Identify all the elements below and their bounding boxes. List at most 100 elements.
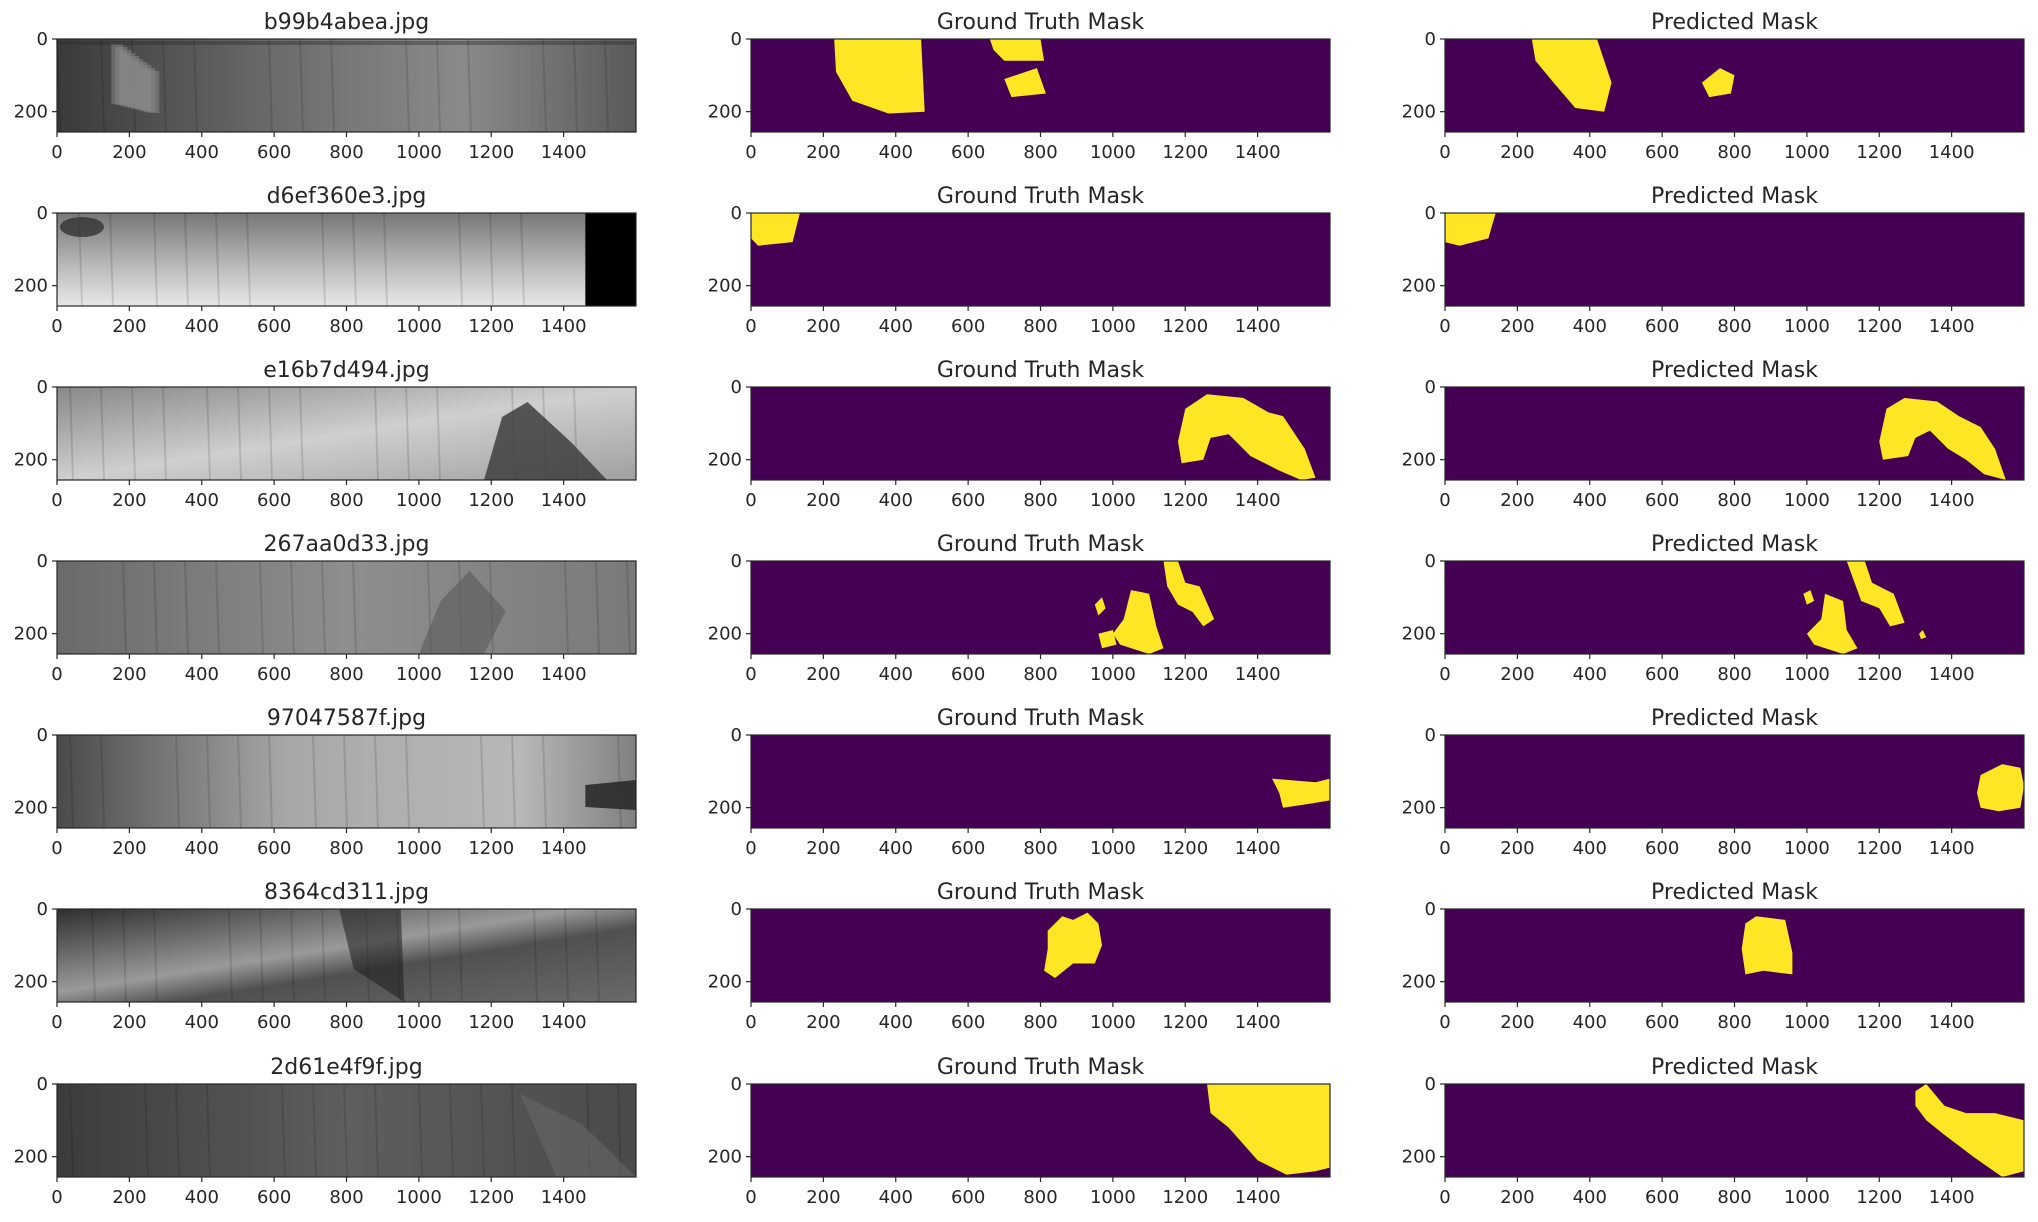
x-tick-label: 800 [1023, 838, 1057, 859]
x-tick-label: 400 [879, 664, 913, 685]
x-tick-label: 600 [1645, 1012, 1679, 1033]
x-tick-label: 600 [257, 838, 291, 859]
x-tick-label: 200 [806, 142, 840, 163]
x-tick-label: 600 [1645, 142, 1679, 163]
x-tick-label: 600 [257, 316, 291, 337]
y-tick-label: 200 [708, 972, 742, 993]
x-tick-label: 800 [1717, 1187, 1751, 1208]
x-tick-label: 800 [1717, 1012, 1751, 1033]
x-tick-label: 1200 [1162, 1187, 1208, 1208]
axes-r2-c0: 0 200 400 600 800 1000 1200 14000200e16b7d494.j… [14, 358, 637, 511]
image-title: e16b7d494.jpg [263, 358, 429, 383]
x-tick-label: 800 [1717, 838, 1751, 859]
x-tick-label: 600 [1645, 316, 1679, 337]
y-tick-label: 0 [1425, 203, 1436, 224]
x-tick-label: 1000 [1090, 664, 1136, 685]
x-tick-label: 1000 [1090, 316, 1136, 337]
x-tick-label: 1200 [1162, 838, 1208, 859]
y-tick-label: 0 [37, 29, 48, 50]
x-tick-label: 1400 [541, 316, 587, 337]
y-tick-label: 200 [14, 798, 48, 819]
x-tick-label: 1200 [468, 838, 514, 859]
x-tick-label: 600 [951, 1187, 985, 1208]
ground-truth-mask [751, 735, 1330, 828]
y-tick-label: 200 [14, 102, 48, 123]
y-tick-label: 0 [1425, 1074, 1436, 1095]
mask-region [1207, 1084, 1330, 1175]
x-tick-label: 800 [1717, 490, 1751, 511]
steel-image [57, 213, 636, 306]
mask-region [1919, 630, 1927, 640]
x-tick-label: 400 [185, 838, 219, 859]
x-tick-label: 1200 [468, 664, 514, 685]
mask-region [751, 213, 800, 246]
x-tick-label: 1400 [1235, 838, 1281, 859]
y-tick-label: 200 [1402, 276, 1436, 297]
predicted-mask [1445, 735, 2024, 828]
x-tick-label: 400 [879, 142, 913, 163]
mask-region [1846, 561, 1905, 627]
y-tick-label: 0 [731, 551, 742, 572]
y-tick-label: 200 [708, 450, 742, 471]
y-tick-label: 0 [37, 377, 48, 398]
x-tick-label: 0 [745, 316, 756, 337]
x-tick-label: 800 [1023, 1012, 1057, 1033]
x-tick-label: 200 [112, 316, 146, 337]
x-tick-label: 0 [745, 142, 756, 163]
mask-title: Predicted Mask [1651, 880, 1818, 905]
y-tick-label: 200 [1402, 972, 1436, 993]
mask-region [1977, 764, 2024, 812]
mask-title: Predicted Mask [1651, 532, 1818, 557]
image-title: 97047587f.jpg [267, 706, 426, 731]
y-tick-label: 200 [1402, 450, 1436, 471]
x-tick-label: 1400 [1929, 316, 1975, 337]
x-tick-label: 1200 [468, 316, 514, 337]
x-tick-label: 600 [1645, 838, 1679, 859]
x-tick-label: 0 [1439, 316, 1450, 337]
x-tick-label: 1000 [1090, 838, 1136, 859]
x-tick-label: 800 [1023, 316, 1057, 337]
mask-region [1272, 778, 1330, 808]
x-tick-label: 200 [806, 490, 840, 511]
x-tick-label: 1000 [396, 1187, 442, 1208]
x-tick-label: 1200 [1856, 316, 1902, 337]
ground-truth-mask [751, 561, 1330, 654]
x-tick-label: 600 [1645, 664, 1679, 685]
x-tick-label: 200 [1500, 1012, 1534, 1033]
x-tick-label: 0 [1439, 490, 1450, 511]
mask-title: Ground Truth Mask [937, 706, 1145, 731]
x-tick-label: 1200 [1856, 838, 1902, 859]
x-tick-label: 600 [951, 490, 985, 511]
x-tick-label: 200 [1500, 838, 1534, 859]
x-tick-label: 1000 [396, 142, 442, 163]
x-tick-label: 1200 [1162, 316, 1208, 337]
x-tick-label: 1400 [1929, 1187, 1975, 1208]
x-tick-label: 1000 [1784, 838, 1830, 859]
y-tick-label: 0 [37, 725, 48, 746]
x-tick-label: 400 [1573, 1187, 1607, 1208]
x-tick-label: 800 [329, 1187, 363, 1208]
y-tick-label: 0 [731, 377, 742, 398]
x-tick-label: 1200 [468, 490, 514, 511]
x-tick-label: 800 [329, 1012, 363, 1033]
y-tick-label: 0 [1425, 551, 1436, 572]
mask-title: Ground Truth Mask [937, 532, 1145, 557]
y-tick-label: 200 [1402, 624, 1436, 645]
x-tick-label: 1000 [1784, 1012, 1830, 1033]
x-tick-label: 1200 [1162, 142, 1208, 163]
x-tick-label: 0 [51, 490, 62, 511]
x-tick-label: 200 [1500, 664, 1534, 685]
y-tick-label: 0 [1425, 725, 1436, 746]
mask-title: Predicted Mask [1651, 1055, 1818, 1080]
steel-image [57, 735, 636, 828]
predicted-mask [1445, 909, 2024, 1002]
x-tick-label: 400 [185, 316, 219, 337]
